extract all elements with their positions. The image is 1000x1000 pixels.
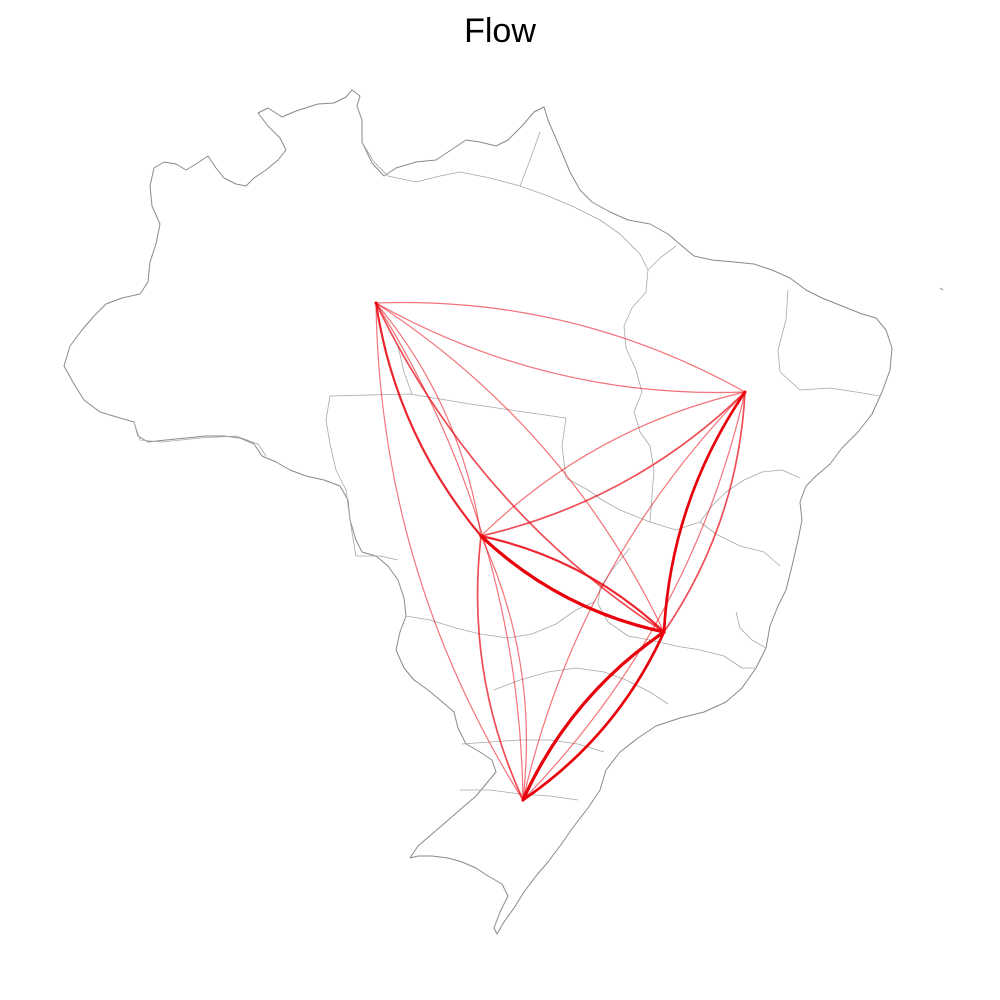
state-border-rondonia (397, 345, 413, 395)
flow-arc-node-1-node-2-1 (374, 301, 483, 538)
flow-arc-node-2-node-3-1 (480, 391, 746, 537)
state-border-mato-grosso-sul (405, 601, 595, 639)
state-border-amazonas (133, 421, 267, 457)
flow-arc-node-1-node-3-2 (375, 301, 746, 393)
flow-arc-node-3-node-5-2 (522, 391, 746, 801)
flow-arcs (374, 301, 747, 802)
state-border-minas (597, 547, 756, 669)
flow-arc-node-2-node-5-2 (480, 535, 528, 801)
state-border-amapa (519, 131, 541, 187)
state-border-tocantins (649, 445, 655, 523)
state-border-espirito-santo (735, 611, 767, 649)
state-border-mato-grosso-north (329, 393, 603, 501)
flow-arc-node-2-node-4-2 (479, 534, 666, 634)
flow-arc-node-4-node-5-1 (521, 630, 666, 802)
flow-arc-node-3-node-4-2 (663, 391, 746, 633)
flow-arc-node-4-node-5-2 (521, 630, 666, 802)
node-5 (521, 798, 525, 802)
flow-arc-node-2-node-3-2 (480, 391, 746, 537)
flow-arc-node-3-node-4-1 (662, 390, 747, 634)
state-border-para (571, 205, 651, 447)
island-outline (939, 287, 944, 291)
state-border-sao-paulo (493, 667, 669, 705)
node-2 (479, 534, 483, 538)
state-border-mato-grosso-west (325, 395, 399, 561)
flow-arc-node-1-node-3-1 (375, 302, 746, 394)
flow-arc-node-1-node-4-1 (375, 302, 665, 633)
state-border-goias (601, 499, 781, 567)
state-border-north (361, 141, 573, 207)
state-border-bahia (699, 469, 801, 523)
map-title: Flow (464, 12, 536, 50)
flow-nodes (374, 301, 747, 802)
country-outline (63, 89, 893, 935)
flow-arc-node-1-node-5-2 (375, 302, 524, 801)
flow-arc-node-1-node-4-2 (375, 302, 665, 633)
outer-border (63, 89, 893, 935)
flow-arc-node-3-node-5-1 (522, 391, 746, 801)
flow-arc-node-2-node-5-1 (476, 535, 524, 801)
state-border-parana (461, 739, 605, 753)
flow-arc-node-1-node-5-1 (375, 302, 524, 801)
node-1 (374, 301, 378, 305)
flow-arc-node-2-node-4-1 (479, 534, 666, 634)
state-border-maranhao (647, 245, 677, 271)
state-border-piaui-ceara (777, 289, 801, 391)
state-border-pernambuco (799, 387, 881, 397)
node-4 (662, 630, 666, 634)
node-3 (743, 390, 747, 394)
flow-arc-node-1-node-2-2 (375, 302, 482, 537)
